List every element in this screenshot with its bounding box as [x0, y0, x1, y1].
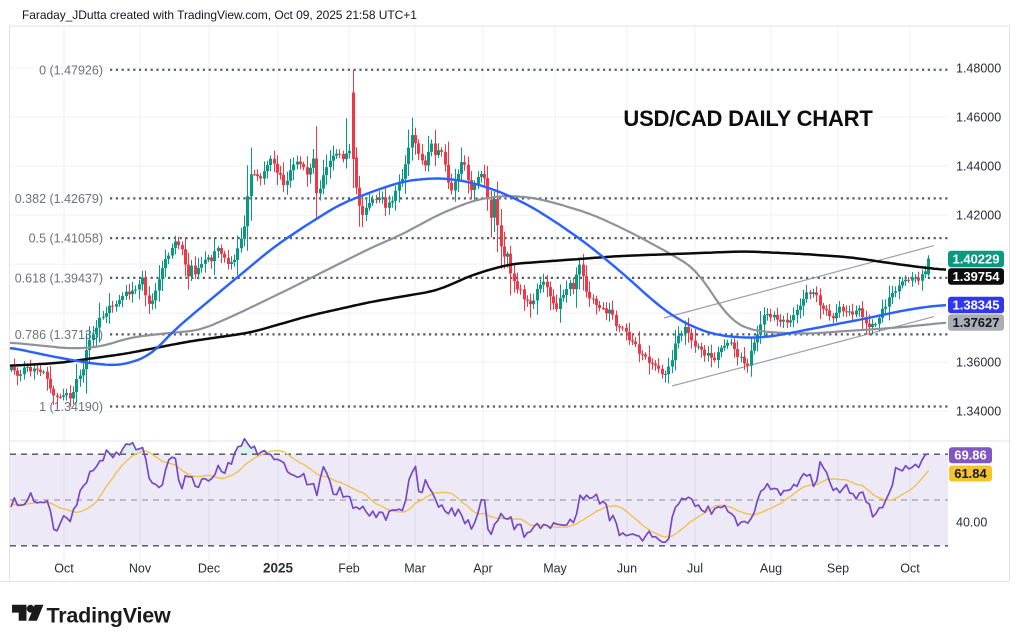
- svg-text:1.38345: 1.38345: [953, 297, 1000, 312]
- svg-text:Dec: Dec: [198, 562, 220, 576]
- svg-text:1.44000: 1.44000: [956, 160, 1001, 174]
- svg-text:0.786 (1.37130): 0.786 (1.37130): [15, 328, 103, 342]
- svg-text:Oct: Oct: [900, 562, 920, 576]
- svg-text:0.382 (1.42679): 0.382 (1.42679): [15, 192, 103, 206]
- svg-text:1.36000: 1.36000: [956, 356, 1001, 370]
- svg-text:Jun: Jun: [617, 562, 637, 576]
- svg-text:USD/CAD DAILY CHART: USD/CAD DAILY CHART: [623, 106, 873, 131]
- svg-text:0.618 (1.39437): 0.618 (1.39437): [15, 271, 103, 285]
- svg-text:Nov: Nov: [129, 562, 152, 576]
- svg-text:1.37627: 1.37627: [953, 315, 1000, 330]
- svg-text:40.00: 40.00: [956, 515, 987, 529]
- svg-text:1.39754: 1.39754: [953, 269, 1001, 284]
- svg-text:1.46000: 1.46000: [956, 111, 1001, 125]
- svg-text:69.86: 69.86: [954, 448, 987, 463]
- svg-text:1 (1.34190): 1 (1.34190): [39, 400, 103, 414]
- svg-text:1.42000: 1.42000: [956, 209, 1001, 223]
- svg-text:2025: 2025: [263, 561, 294, 576]
- svg-text:Jul: Jul: [687, 562, 703, 576]
- svg-text:Apr: Apr: [473, 562, 492, 576]
- svg-text:1.34000: 1.34000: [956, 405, 1001, 419]
- svg-text:1.48000: 1.48000: [956, 62, 1001, 76]
- svg-text:Mar: Mar: [404, 562, 426, 576]
- svg-text:Faraday_JDutta created with Tr: Faraday_JDutta created with TradingView.…: [22, 8, 417, 22]
- svg-text:0.5 (1.41058): 0.5 (1.41058): [29, 232, 103, 246]
- svg-text:Feb: Feb: [338, 562, 360, 576]
- svg-text:May: May: [543, 562, 567, 576]
- svg-text:Sep: Sep: [827, 562, 849, 576]
- svg-text:61.84: 61.84: [954, 466, 987, 481]
- svg-text:Aug: Aug: [760, 562, 782, 576]
- svg-text:0 (1.47926): 0 (1.47926): [39, 63, 103, 77]
- svg-text:Oct: Oct: [54, 562, 74, 576]
- svg-text:TradingView: TradingView: [47, 603, 172, 627]
- svg-text:1.40229: 1.40229: [953, 251, 1000, 266]
